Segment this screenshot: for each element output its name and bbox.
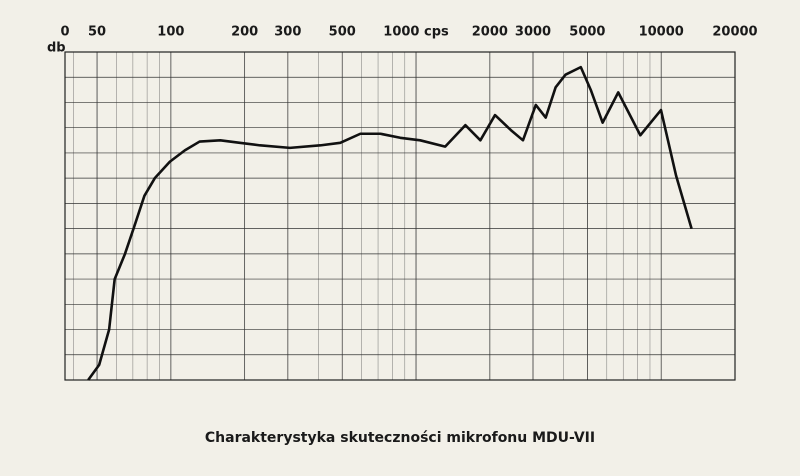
x-tick-label: 300	[274, 25, 301, 40]
chart-title: Charakterystyka skuteczności mikrofonu M…	[205, 430, 595, 446]
y-axis-label: db	[47, 41, 66, 56]
response-curve	[87, 65, 693, 381]
x-tick-label: 1000 cps	[383, 25, 449, 40]
x-tick-label: 3000	[515, 25, 551, 40]
x-tick-label: 200	[231, 25, 258, 40]
x-tick-label: 100	[157, 25, 184, 40]
x-tick-label: 50	[88, 25, 106, 40]
x-tick-label: 20000	[712, 25, 757, 40]
x-tick-label: 0	[60, 25, 69, 40]
x-tick-label: 2000	[472, 25, 508, 40]
plot-frame	[64, 51, 736, 381]
x-tick-label: 5000	[569, 25, 605, 40]
x-tick-label: 500	[329, 25, 356, 40]
x-tick-label: 10000	[639, 25, 684, 40]
